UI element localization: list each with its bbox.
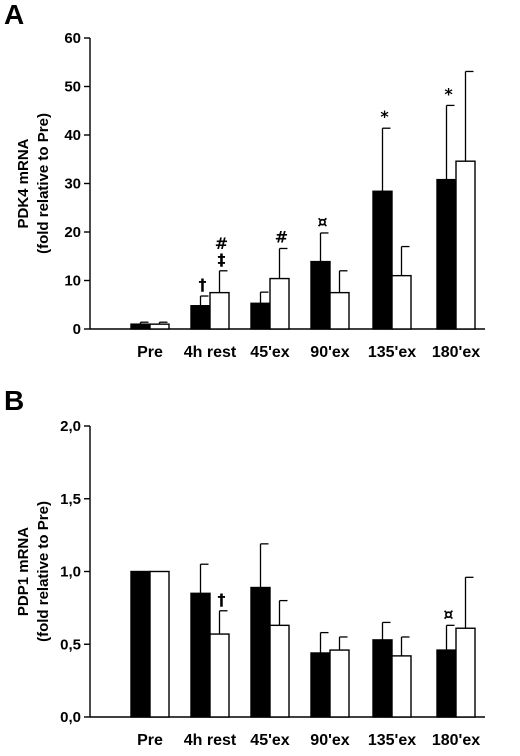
- bar: [130, 570, 151, 718]
- significance-marker: ¤: [317, 212, 327, 231]
- y-tick-label: 10: [64, 273, 81, 290]
- y-axis-label: (fold relative to Pre): [35, 501, 52, 642]
- bar: [149, 323, 170, 330]
- category-label: Pre: [137, 344, 163, 361]
- bar: [372, 190, 393, 330]
- bar: [209, 291, 230, 330]
- bar: [130, 323, 151, 330]
- category-label: 4h rest: [184, 732, 237, 749]
- y-tick-label: 60: [64, 30, 81, 47]
- y-tick-label: 1,5: [60, 491, 81, 508]
- panel-letter: A: [4, 0, 24, 30]
- significance-marker: ‡: [218, 250, 226, 269]
- bar: [329, 291, 350, 330]
- category-label: 135'ex: [368, 344, 416, 361]
- bar: [269, 624, 290, 718]
- category-label: 45'ex: [250, 732, 290, 749]
- significance-marker: *: [444, 84, 453, 103]
- bar: [329, 649, 350, 718]
- panel-letter: B: [4, 385, 24, 416]
- y-tick-label: 20: [64, 224, 81, 241]
- bar: [391, 274, 412, 330]
- significance-marker: *: [380, 107, 389, 126]
- significance-marker: †: [218, 590, 226, 609]
- category-label: 135'ex: [368, 732, 416, 749]
- chart-panel-a: A 0 10 20 30 40 50 60 PDK4 mRNA (fold relative to…: [4, 0, 485, 361]
- bar: [310, 260, 331, 330]
- bar: [455, 160, 476, 330]
- y-axis-label: PDK4 mRNA: [15, 138, 32, 228]
- category-label: 45'ex: [250, 344, 290, 361]
- significance-marker: †: [199, 275, 207, 294]
- significance-marker: #: [275, 227, 288, 246]
- bar: [190, 305, 211, 330]
- category-label: Pre: [137, 732, 163, 749]
- bar: [455, 627, 476, 718]
- y-tick-label: 30: [64, 176, 81, 193]
- bar: [436, 178, 457, 330]
- y-tick-label: 40: [64, 127, 81, 144]
- y-axis-label: (fold relative to Pre): [35, 113, 52, 254]
- y-tick-label: 2,0: [60, 418, 81, 435]
- significance-marker: ¤: [443, 604, 453, 623]
- y-axis-label: PDP1 mRNA: [15, 527, 32, 616]
- category-label: 180'ex: [432, 344, 480, 361]
- significance-marker: #: [215, 234, 228, 253]
- category-label: 180'ex: [432, 732, 480, 749]
- bar: [269, 277, 290, 330]
- bar: [372, 639, 393, 718]
- bar: [250, 302, 271, 330]
- category-label: 90'ex: [310, 732, 350, 749]
- y-tick-label: 0: [73, 321, 81, 338]
- y-tick-label: 0,0: [60, 709, 81, 726]
- bar: [209, 633, 230, 718]
- bar: [190, 592, 211, 718]
- bar: [310, 652, 331, 718]
- bar: [436, 649, 457, 718]
- y-tick-label: 1,0: [60, 564, 81, 581]
- category-label: 4h rest: [184, 344, 237, 361]
- y-tick-label: 50: [64, 79, 81, 96]
- y-tick-label: 0,5: [60, 636, 81, 653]
- bar: [391, 655, 412, 718]
- bar: [149, 570, 170, 718]
- chart-panel-b: B 0,0 0,5 1,0 1,5 2,0 PDP1 mRNA (fold relative …: [4, 385, 485, 749]
- category-label: 90'ex: [310, 344, 350, 361]
- bar: [250, 586, 271, 718]
